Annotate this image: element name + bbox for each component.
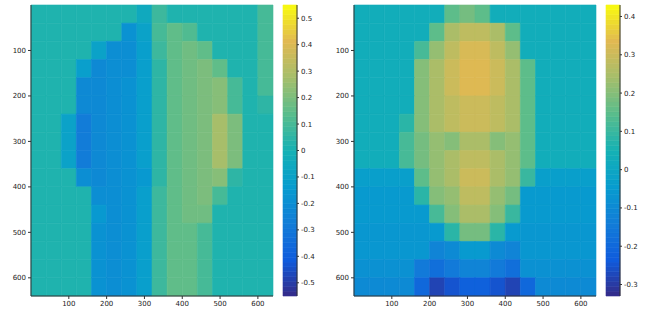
svg-text:300: 300 [461,300,474,308]
svg-text:0.5: 0.5 [301,15,312,23]
svg-text:0.4: 0.4 [301,41,313,49]
svg-text:0.2: 0.2 [301,94,312,102]
svg-text:200: 200 [423,300,436,308]
svg-text:200: 200 [100,300,113,308]
svg-text:-0.3: -0.3 [624,281,638,289]
svg-text:600: 600 [13,274,26,282]
svg-text:100: 100 [385,300,398,308]
svg-text:0: 0 [624,166,628,174]
svg-text:300: 300 [13,138,26,146]
svg-text:100: 100 [13,47,26,55]
svg-text:500: 500 [536,300,549,308]
svg-text:200: 200 [336,92,349,100]
svg-text:600: 600 [251,300,264,308]
svg-text:200: 200 [13,92,26,100]
svg-text:400: 400 [499,300,512,308]
svg-text:100: 100 [336,47,349,55]
svg-text:-0.1: -0.1 [624,204,638,212]
svg-text:0.3: 0.3 [301,68,312,76]
svg-text:500: 500 [13,229,26,237]
svg-text:300: 300 [138,300,151,308]
svg-text:-0.2: -0.2 [301,200,315,208]
svg-text:600: 600 [336,274,349,282]
svg-text:0.3: 0.3 [624,51,635,59]
svg-text:-0.4: -0.4 [301,253,315,261]
svg-text:0.1: 0.1 [624,128,635,136]
svg-text:400: 400 [336,183,349,191]
svg-text:300: 300 [336,138,349,146]
svg-text:0.4: 0.4 [624,13,636,21]
svg-text:-0.5: -0.5 [301,279,315,287]
svg-text:-0.3: -0.3 [301,226,315,234]
svg-text:-0.2: -0.2 [624,243,638,251]
svg-text:500: 500 [213,300,226,308]
svg-text:400: 400 [13,183,26,191]
svg-text:600: 600 [574,300,587,308]
svg-text:0.2: 0.2 [624,90,635,98]
svg-text:-0.1: -0.1 [301,173,315,181]
svg-text:400: 400 [176,300,189,308]
svg-text:100: 100 [62,300,75,308]
svg-text:0.1: 0.1 [301,121,312,129]
svg-text:500: 500 [336,229,349,237]
svg-text:0: 0 [301,147,305,155]
